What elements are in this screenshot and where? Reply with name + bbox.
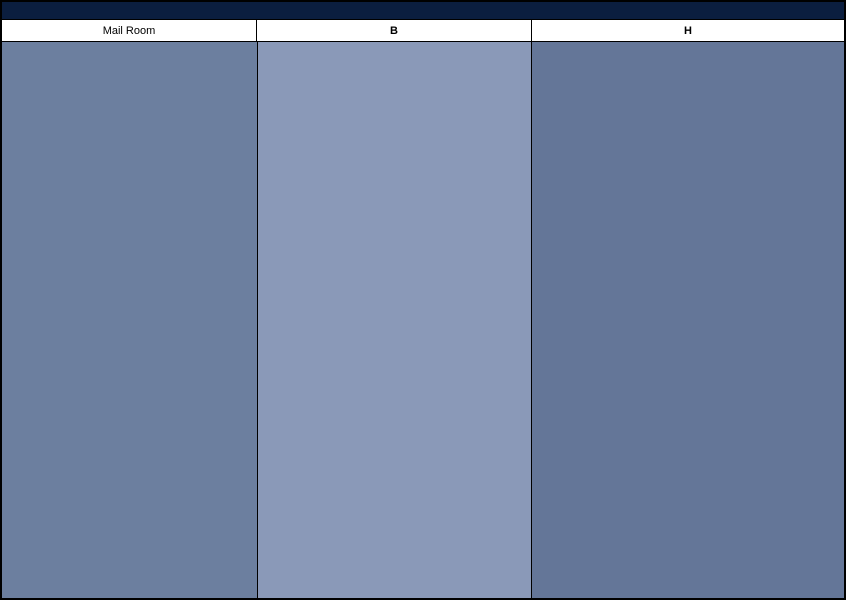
lane-col_h (532, 42, 844, 598)
diagram-frame: Mail RoomBH CustomerChecksRemittanceAdvi… (0, 0, 846, 600)
lane-header-mail_room: Mail Room (2, 20, 257, 41)
swimlane-headers: Mail RoomBH (2, 20, 844, 42)
title-bar (2, 2, 844, 20)
swimlane-body: CustomerChecksRemittanceAdviceSeparateCh… (2, 42, 844, 598)
lane-header-col_b: B (257, 20, 532, 41)
lane-header-col_h: H (532, 20, 844, 41)
lane-mail_room (2, 42, 257, 598)
lane-col_b (257, 42, 532, 598)
